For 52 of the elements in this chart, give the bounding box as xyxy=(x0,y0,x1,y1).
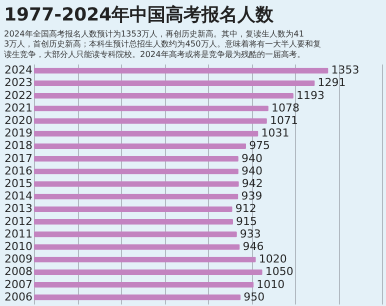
y-tick-label: 2012 xyxy=(4,214,32,228)
data-label: 1031 xyxy=(261,126,290,140)
data-label: 915 xyxy=(236,214,258,228)
y-tick-label: 2022 xyxy=(4,88,32,102)
data-label: 1193 xyxy=(296,88,324,102)
bar xyxy=(34,282,254,288)
y-tick-label: 2008 xyxy=(4,265,32,278)
data-label: 933 xyxy=(240,227,261,240)
data-label: 940 xyxy=(241,152,262,165)
y-tick-label: 2017 xyxy=(4,152,32,165)
y-tick-label: 2024 xyxy=(4,64,32,77)
bar xyxy=(34,232,237,238)
y-tick-label: 2014 xyxy=(4,190,32,203)
y-tick-label: 2006 xyxy=(4,290,32,304)
data-label: 912 xyxy=(235,202,256,216)
bar xyxy=(34,156,238,162)
y-tick-label: 2023 xyxy=(4,76,32,90)
y-tick-label: 2020 xyxy=(4,114,32,128)
data-label: 1010 xyxy=(256,278,285,291)
y-tick-label: 2015 xyxy=(4,177,32,190)
y-tick-label: 2021 xyxy=(4,101,32,114)
y-tick-label: 2018 xyxy=(4,139,32,152)
data-label: 1291 xyxy=(318,76,346,90)
bar xyxy=(34,68,328,74)
data-label: 940 xyxy=(241,164,262,178)
data-label: 950 xyxy=(244,290,265,304)
chart-subtitle: 2024年全国高考报名人数预计为1353万人，再创历史新高。其中，复读生人数为413万人，首创历史新高；本科生预计总招生人数约为450万人。意味着将有一大半人要和复读生竞争，大部分人只能读专科院校。2024年高考或将是竞争最为残酷的一届高考。 xyxy=(4,28,321,59)
data-label: 1071 xyxy=(270,114,298,128)
data-label: 1078 xyxy=(271,101,300,114)
data-label: 1353 xyxy=(331,64,360,77)
data-label: 946 xyxy=(242,240,264,253)
bar xyxy=(34,143,246,150)
data-label: 975 xyxy=(249,139,270,152)
y-tick-label: 2009 xyxy=(4,252,32,266)
bar xyxy=(34,294,241,300)
bar xyxy=(34,80,315,86)
y-tick-label: 2007 xyxy=(4,278,32,291)
data-label: 942 xyxy=(242,177,263,190)
bar xyxy=(34,92,294,99)
bar xyxy=(34,130,258,136)
y-tick-label: 2011 xyxy=(4,227,32,240)
bar xyxy=(34,206,232,212)
chart-title: 1977-2024年中国高考报名人数 xyxy=(4,4,275,26)
data-label: 939 xyxy=(241,190,262,203)
y-tick-label: 2013 xyxy=(4,202,32,216)
y-tick-label: 2019 xyxy=(4,126,32,140)
y-tick-label: 2010 xyxy=(4,240,32,253)
y-tick-label: 2016 xyxy=(4,164,32,178)
data-label: 1050 xyxy=(265,265,294,278)
bar xyxy=(34,218,234,225)
bar xyxy=(34,269,262,276)
data-label: 1020 xyxy=(258,252,287,266)
